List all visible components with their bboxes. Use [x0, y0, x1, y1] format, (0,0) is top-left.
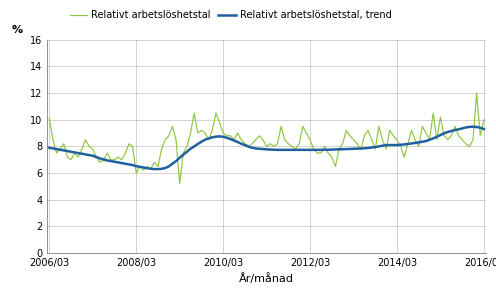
Relativt arbetslöshetstal, trend	[343, 147, 349, 151]
Relativt arbetslöshetstal	[90, 147, 96, 151]
Relativt arbetslöshetstal, trend	[235, 140, 241, 144]
Relativt arbetslöshetstal	[474, 91, 480, 95]
Relativt arbetslöshetstal, trend	[481, 127, 487, 131]
Relativt arbetslöshetstal, trend	[151, 167, 157, 171]
Legend: Relativt arbetslöshetstal, Relativt arbetslöshetstal, trend: Relativt arbetslöshetstal, Relativt arbe…	[69, 10, 391, 20]
Relativt arbetslöshetstal	[177, 182, 183, 185]
Relativt arbetslöshetstal, trend	[148, 167, 154, 170]
Relativt arbetslöshetstal	[46, 117, 52, 120]
Relativt arbetslöshetstal	[481, 118, 487, 121]
Line: Relativt arbetslöshetstal, trend: Relativt arbetslöshetstal, trend	[49, 127, 484, 169]
Relativt arbetslöshetstal, trend	[470, 125, 476, 128]
X-axis label: År/månad: År/månad	[239, 274, 294, 285]
Relativt arbetslöshetstal, trend	[46, 146, 52, 149]
Relativt arbetslöshetstal, trend	[321, 148, 327, 152]
Relativt arbetslöshetstal	[321, 145, 327, 148]
Relativt arbetslöshetstal	[456, 134, 462, 138]
Relativt arbetslöshetstal, trend	[90, 154, 96, 158]
Relativt arbetslöshetstal, trend	[456, 127, 462, 131]
Text: %: %	[12, 25, 23, 35]
Relativt arbetslöshetstal	[235, 131, 241, 135]
Line: Relativt arbetslöshetstal: Relativt arbetslöshetstal	[49, 93, 484, 184]
Relativt arbetslöshetstal	[148, 167, 154, 171]
Relativt arbetslöshetstal	[343, 129, 349, 132]
